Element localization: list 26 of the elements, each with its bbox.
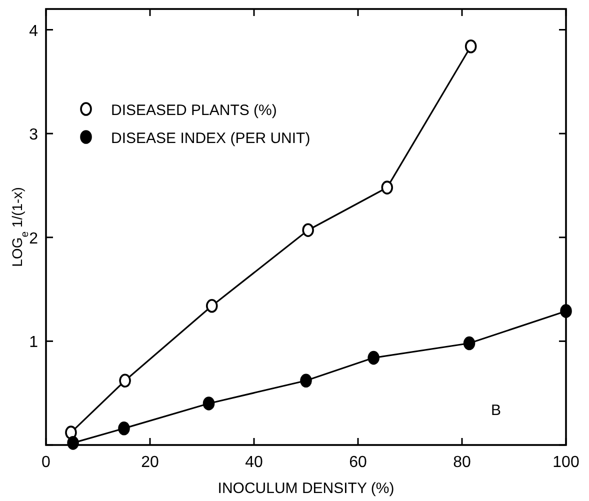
x-tick-label: 100	[552, 454, 580, 471]
point	[300, 374, 312, 388]
x-tick-label: 80	[453, 454, 471, 471]
point	[463, 336, 476, 350]
x-axis-title: INOCULUM DENSITY (%)	[218, 480, 394, 497]
legend-label: DISEASE INDEX (PER UNIT)	[111, 130, 310, 147]
point	[119, 374, 131, 388]
y-tick-label: 2	[29, 230, 38, 248]
y-tick-label: 4	[29, 22, 38, 40]
annotation: B	[490, 402, 502, 419]
x-tick-label: 20	[141, 454, 159, 471]
point	[202, 396, 215, 410]
x-tick-label: 40	[245, 454, 263, 471]
point	[302, 223, 314, 238]
x-tick-label: 0	[42, 454, 51, 471]
point	[560, 304, 572, 318]
legend-label: DISEASED PLANTS (%)	[111, 102, 277, 119]
point	[67, 436, 79, 450]
y-tick-label: 1	[29, 334, 38, 352]
point	[368, 350, 380, 365]
point	[381, 180, 394, 194]
point	[464, 39, 477, 54]
point	[206, 298, 218, 313]
x-tick-label: 60	[349, 454, 367, 471]
y-tick-label: 3	[29, 126, 38, 144]
point	[118, 421, 130, 436]
